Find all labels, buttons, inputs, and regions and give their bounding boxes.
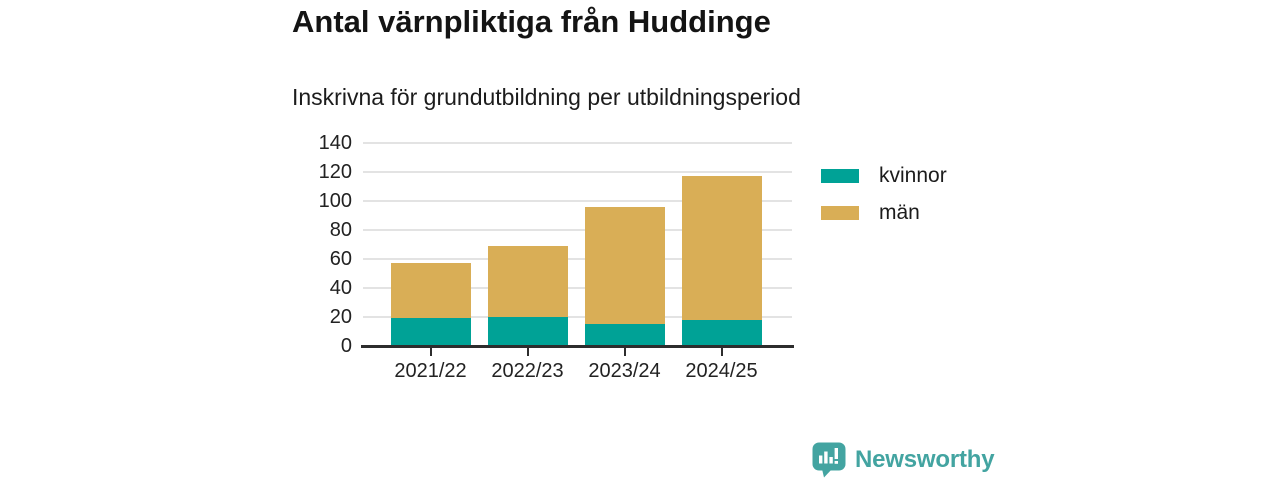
legend-item-man: män xyxy=(821,202,947,223)
gridline-40 xyxy=(363,287,792,289)
bar-segment-män-2023/24 xyxy=(584,206,665,325)
gridline-140 xyxy=(363,142,792,144)
x-axis-tick-label: 2021/22 xyxy=(394,360,467,382)
gridline-80 xyxy=(363,229,792,231)
x-axis-tick xyxy=(720,347,723,356)
legend-label-kvinnor: kvinnor xyxy=(879,164,947,187)
legend-swatch-kvinnor xyxy=(821,168,859,183)
x-axis-tick xyxy=(623,347,626,356)
bar-chart-speech-bubble-icon xyxy=(812,442,846,478)
y-axis-tick-label: 40 xyxy=(329,277,352,299)
bar-segment-kvinnor-2021/22 xyxy=(390,318,471,346)
x-axis-tick-label: 2023/24 xyxy=(588,360,661,382)
x-axis-tick xyxy=(429,347,432,356)
y-axis-tick-label: 140 xyxy=(318,132,352,154)
legend-swatch-man xyxy=(821,205,859,220)
y-axis-tick-label: 80 xyxy=(329,219,352,241)
gridline-100 xyxy=(363,200,792,202)
bar-segment-kvinnor-2024/25 xyxy=(681,319,762,346)
gridline-60 xyxy=(363,258,792,260)
x-axis-tick-label: 2024/25 xyxy=(685,360,758,382)
legend-label-man: män xyxy=(879,201,920,224)
chart-title: Antal värnpliktiga från Huddinge xyxy=(292,4,771,39)
y-axis-tick-label: 0 xyxy=(340,335,352,357)
y-axis-tick-label: 60 xyxy=(329,248,352,270)
x-axis-tick-label: 2022/23 xyxy=(491,360,564,382)
x-axis-line xyxy=(361,344,794,348)
bar-segment-kvinnor-2023/24 xyxy=(584,324,665,346)
gridline-120 xyxy=(363,171,792,173)
legend: kvinnor män xyxy=(821,165,947,223)
bar-segment-män-2022/23 xyxy=(487,245,568,317)
newsworthy-logo: Newsworthy xyxy=(812,442,995,478)
bar-segment-kvinnor-2022/23 xyxy=(487,317,568,346)
y-axis-tick-label: 20 xyxy=(329,306,352,328)
chart-subtitle: Inskrivna för grundutbildning per utbild… xyxy=(292,84,801,110)
bar-segment-män-2024/25 xyxy=(681,176,762,320)
legend-item-kvinnor: kvinnor xyxy=(821,165,947,186)
x-axis-tick xyxy=(526,347,529,356)
y-axis-tick-label: 120 xyxy=(318,161,352,183)
y-axis-tick-label: 100 xyxy=(318,190,352,212)
bar-segment-män-2021/22 xyxy=(390,263,471,319)
newsworthy-logo-text: Newsworthy xyxy=(855,446,995,473)
gridline-20 xyxy=(363,316,792,318)
